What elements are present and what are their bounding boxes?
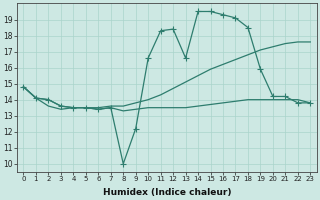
X-axis label: Humidex (Indice chaleur): Humidex (Indice chaleur) bbox=[103, 188, 231, 197]
